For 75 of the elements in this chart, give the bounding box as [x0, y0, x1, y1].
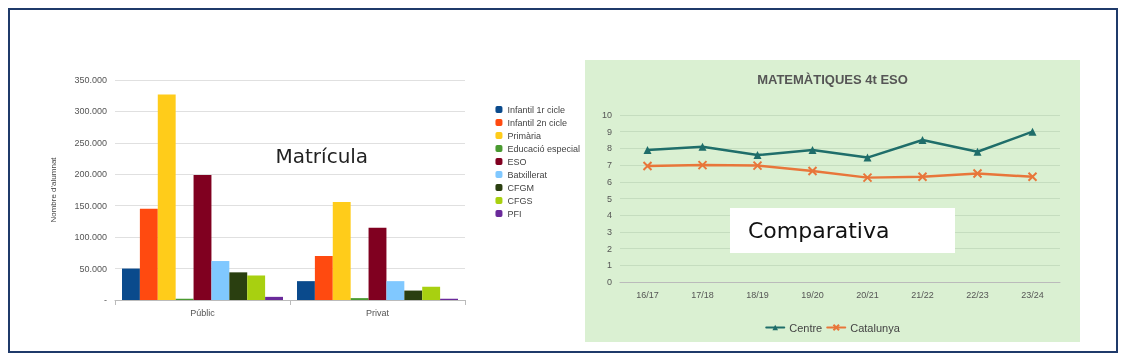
point: [642, 160, 653, 171]
legend-label: Educació especial: [507, 143, 580, 154]
point: [808, 146, 817, 155]
x-tick-label: 19/20: [801, 289, 824, 300]
bar: [297, 281, 315, 300]
point: [698, 142, 707, 151]
y-tick-label: 200.000: [74, 169, 107, 180]
point: [697, 160, 708, 171]
point: [862, 172, 873, 183]
y-tick-label: 7: [606, 160, 612, 171]
bar: [386, 281, 405, 300]
x-tick-label: Públic: [190, 307, 216, 318]
x-tick-label: 23/24: [1021, 289, 1044, 300]
y-tick-label: 3: [606, 226, 612, 237]
bar: [368, 227, 387, 300]
x-tick-label: 18/19: [746, 289, 769, 300]
point: [973, 147, 982, 156]
bar: [193, 174, 212, 300]
point: [972, 168, 983, 179]
legend-label: Primària: [507, 130, 541, 141]
x-tick-label: 20/21: [856, 289, 879, 300]
y-tick-label: 250.000: [74, 137, 107, 148]
bar: [229, 272, 248, 300]
y-tick-label: 8: [606, 143, 612, 154]
y-tick-label: 1: [606, 260, 612, 271]
point: [753, 151, 762, 160]
bar: [247, 275, 266, 300]
bar: [422, 286, 441, 300]
legend-label: Batxillerat: [507, 169, 548, 180]
y-tick-label: 150.000: [74, 200, 107, 211]
point: [1028, 127, 1037, 136]
y-tick-label: 100.000: [74, 232, 107, 243]
point: [1027, 171, 1038, 182]
y-tick-label: 50.000: [79, 263, 107, 274]
y-tick-label: 6: [606, 176, 612, 187]
text-box: Comparativa: [730, 208, 955, 253]
point: [807, 165, 818, 176]
x-tick-label: 21/22: [911, 289, 934, 300]
x-tick-label: 17/18: [691, 289, 714, 300]
bar: [122, 268, 140, 300]
legend-label: CFGS: [507, 195, 533, 206]
point: [752, 160, 763, 171]
legend-label: Centre: [789, 321, 823, 334]
bar: [157, 94, 176, 300]
legend-label: Catalunya: [850, 321, 901, 334]
y-tick-label: -: [104, 295, 107, 305]
legend-label: PFI: [507, 208, 522, 219]
chart-title: MATEMÀTIQUES 4t ESO: [757, 72, 908, 87]
y-tick-label: 4: [606, 210, 612, 221]
x-tick-label: 16/17: [636, 289, 659, 300]
annotation: Matrícula: [275, 144, 369, 168]
y-tick-label: 10: [601, 110, 612, 120]
point: [917, 171, 928, 182]
y-tick-label: 300.000: [74, 106, 107, 117]
bar: [404, 290, 423, 300]
legend-label: CFGM: [507, 182, 534, 193]
bar: [265, 296, 283, 300]
x-tick-label: Privat: [365, 307, 390, 318]
point: [918, 136, 927, 145]
y-tick-label: 350.000: [74, 75, 107, 85]
bar: [332, 201, 351, 300]
bar: [314, 256, 333, 300]
y-axis-title: Nombre d'alumnat: [48, 156, 58, 223]
legend-label: Infantil 2n cicle: [507, 117, 567, 128]
y-tick-label: 9: [606, 126, 612, 137]
legend-label: ESO: [507, 156, 527, 167]
y-tick-label: 0: [606, 277, 612, 287]
y-tick-label: 5: [606, 193, 612, 204]
bar: [211, 261, 230, 300]
x-tick-label: 22/23: [966, 289, 989, 300]
legend-label: Infantil 1r cicle: [507, 104, 565, 115]
bar: [139, 208, 158, 300]
y-tick-label: 2: [606, 243, 612, 254]
point: [643, 146, 652, 155]
point: [863, 153, 872, 162]
